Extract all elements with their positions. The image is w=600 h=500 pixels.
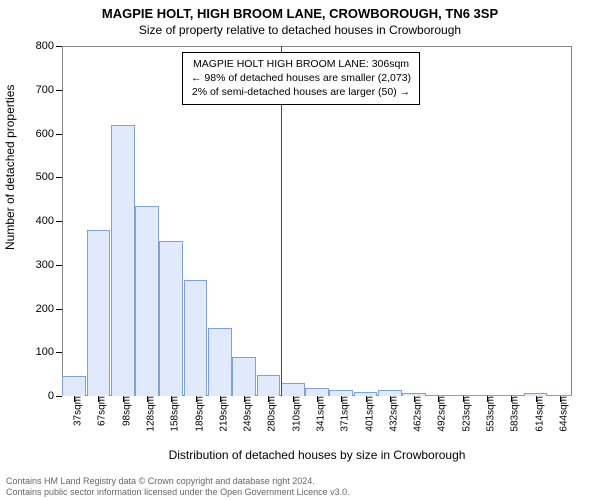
x-tick-label: 280sqm [259,396,278,432]
y-axis-label-text: Number of detached properties [3,85,17,250]
y-tick-label: 100 [36,346,62,358]
x-tick-label: 401sqm [356,396,375,432]
chart-subtitle: Size of property relative to detached ho… [0,23,600,37]
x-tick-label: 462sqm [405,396,424,432]
y-tick-label: 0 [48,390,62,402]
x-tick-label: 432sqm [380,396,399,432]
y-tick-label: 200 [36,303,62,315]
x-tick-label: 37sqm [65,396,84,426]
x-tick-label: 614sqm [526,396,545,432]
y-axis-label: Number of detached properties [3,85,17,250]
x-tick-label: 492sqm [429,396,448,432]
histogram-bar [281,383,305,396]
y-tick-label: 500 [36,171,62,183]
y-tick-label: 400 [36,215,62,227]
y-tick-label: 300 [36,259,62,271]
y-tick-label: 600 [36,128,62,140]
x-tick-label: 219sqm [210,396,229,432]
histogram-bar [159,241,183,396]
histogram-bar [232,357,256,396]
x-tick-label: 371sqm [332,396,351,432]
x-tick-label: 128sqm [138,396,157,432]
x-axis-label: Distribution of detached houses by size … [62,448,572,462]
annotation-line2: ← 98% of detached houses are smaller (2,… [191,71,411,85]
histogram-bar [87,230,111,396]
histogram-bar [184,280,208,396]
x-tick-label: 249sqm [235,396,254,432]
x-tick-label: 158sqm [162,396,181,432]
x-tick-label: 644sqm [550,396,569,432]
x-tick-label: 98sqm [113,396,132,426]
x-tick-label: 341sqm [308,396,327,432]
histogram-bar [111,125,135,396]
y-tick-label: 700 [36,84,62,96]
histogram-bar [257,375,281,396]
y-tick-label: 800 [36,40,62,52]
histogram-bar [305,388,329,396]
footer-line2: Contains public sector information licen… [6,487,594,498]
footer-line1: Contains HM Land Registry data © Crown c… [6,476,594,487]
x-tick-label: 523sqm [453,396,472,432]
plot-area: 010020030040050060070080037sqm67sqm98sqm… [62,46,572,396]
histogram-bar [135,206,159,396]
annotation-line3: 2% of semi-detached houses are larger (5… [191,85,411,99]
x-tick-label: 583sqm [502,396,521,432]
chart-container: MAGPIE HOLT, HIGH BROOM LANE, CROWBOROUG… [0,0,600,500]
x-tick-label: 189sqm [186,396,205,432]
histogram-bar [208,328,232,396]
x-tick-label: 553sqm [478,396,497,432]
attribution-footer: Contains HM Land Registry data © Crown c… [6,476,594,498]
x-tick-label: 67sqm [89,396,108,426]
annotation-line1: MAGPIE HOLT HIGH BROOM LANE: 306sqm [191,57,411,71]
x-tick-label: 310sqm [283,396,302,432]
histogram-bar [62,376,86,396]
annotation-box: MAGPIE HOLT HIGH BROOM LANE: 306sqm ← 98… [182,52,420,105]
chart-title: MAGPIE HOLT, HIGH BROOM LANE, CROWBOROUG… [0,0,600,21]
